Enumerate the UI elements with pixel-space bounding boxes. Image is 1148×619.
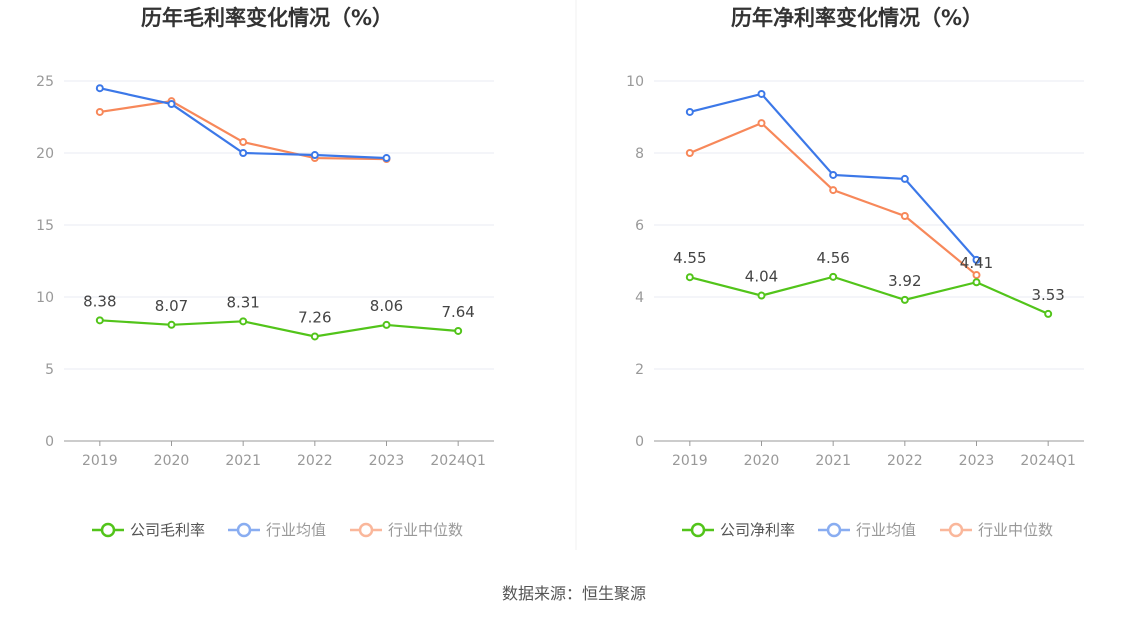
legend-label: 公司净利率: [720, 521, 795, 539]
y-tick-label: 5: [45, 362, 54, 378]
data-point-avg[interactable]: [685, 107, 694, 116]
data-point-avg[interactable]: [757, 89, 766, 98]
data-point-company[interactable]: [1044, 309, 1053, 318]
data-label: 3.92: [888, 272, 921, 290]
data-point-median[interactable]: [239, 138, 248, 147]
x-tick-label: 2019: [82, 453, 118, 469]
legend-item-median[interactable]: 行业中位数: [350, 521, 463, 539]
y-tick-label: 0: [45, 434, 54, 450]
data-point-avg[interactable]: [382, 154, 391, 163]
data-point-median[interactable]: [757, 119, 766, 128]
legend-item-company[interactable]: 公司毛利率: [92, 521, 205, 539]
y-tick-label: 15: [36, 218, 54, 234]
legend-item-avg[interactable]: 行业均值: [818, 521, 916, 539]
legend-marker-icon: [826, 522, 842, 538]
y-tick-label: 10: [626, 74, 644, 90]
y-tick-label: 2: [635, 362, 644, 378]
data-label: 4.55: [673, 249, 706, 267]
x-tick-label: 2020: [744, 453, 780, 469]
x-tick-label: 2023: [959, 453, 995, 469]
y-tick-label: 20: [36, 146, 54, 162]
data-label: 4.56: [816, 249, 849, 267]
legend-marker-icon: [358, 522, 374, 538]
chart-1: 历年毛利率变化情况（%） 0 5 10 15 20 25 2019 2020 2021 2022 20…: [36, 6, 494, 539]
legend-marker-icon: [100, 522, 116, 538]
y-tick-label: 10: [36, 290, 54, 306]
data-point-avg[interactable]: [310, 151, 319, 160]
series-line-company: [689, 275, 1049, 315]
legend-item-company[interactable]: 公司净利率: [682, 521, 795, 539]
x-tick-label: 2022: [887, 453, 923, 469]
data-point-company[interactable]: [900, 295, 909, 304]
data-point-avg[interactable]: [900, 174, 909, 183]
chart-title: 历年毛利率变化情况（%）: [141, 6, 393, 30]
data-label: 4.41: [960, 254, 993, 272]
data-label: 3.53: [1031, 286, 1064, 304]
data-point-median[interactable]: [95, 107, 104, 116]
data-point-avg[interactable]: [167, 100, 176, 109]
legend-label: 行业中位数: [978, 521, 1053, 539]
series-line-avg: [99, 87, 387, 160]
legend-label: 行业均值: [266, 521, 326, 539]
data-point-avg[interactable]: [95, 84, 104, 93]
x-tick-label: 2021: [815, 453, 851, 469]
data-label: 7.26: [298, 308, 331, 326]
legend-marker-icon: [236, 522, 252, 538]
data-point-median[interactable]: [829, 186, 838, 195]
data-point-company[interactable]: [972, 278, 981, 287]
chart-title: 历年净利率变化情况（%）: [731, 6, 983, 30]
data-point-company[interactable]: [454, 326, 463, 335]
legend-label: 行业均值: [856, 521, 916, 539]
legend-item-median[interactable]: 行业中位数: [940, 521, 1053, 539]
x-tick-label: 2022: [297, 453, 333, 469]
legend-marker-icon: [690, 522, 706, 538]
data-label: 4.04: [745, 268, 778, 286]
x-tick-label: 2024Q1: [430, 453, 486, 469]
data-label: 8.38: [83, 292, 116, 310]
x-tick-label: 2020: [154, 453, 190, 469]
data-point-median[interactable]: [685, 149, 694, 157]
data-point-company[interactable]: [239, 317, 248, 326]
x-tick-label: 2019: [672, 453, 708, 469]
data-point-company[interactable]: [167, 320, 176, 329]
legend-item-avg[interactable]: 行业均值: [228, 521, 326, 539]
legend-marker-icon: [948, 522, 964, 538]
y-tick-label: 6: [635, 218, 644, 234]
data-label: 8.06: [370, 297, 403, 315]
y-tick-label: 8: [635, 146, 644, 162]
data-point-avg[interactable]: [829, 170, 838, 179]
y-tick-label: 4: [635, 290, 644, 306]
y-tick-label: 25: [36, 74, 54, 90]
y-tick-label: 0: [635, 434, 644, 450]
x-tick-label: 2021: [225, 453, 261, 469]
data-point-median[interactable]: [900, 212, 909, 220]
x-tick-label: 2023: [369, 453, 405, 469]
data-source: 数据来源：恒生聚源: [501, 584, 646, 603]
data-point-avg[interactable]: [972, 255, 981, 264]
data-point-company[interactable]: [829, 272, 838, 281]
legend-label: 公司毛利率: [130, 521, 205, 539]
data-label: 7.64: [441, 303, 474, 321]
data-point-company[interactable]: [310, 332, 319, 341]
data-point-avg[interactable]: [239, 149, 248, 157]
data-label: 8.07: [155, 297, 188, 315]
series-line-company: [99, 319, 459, 338]
legend-label: 行业中位数: [388, 521, 463, 539]
chart-2: 历年净利率变化情况（%） 0 2 4 6 8 10 2019 2020 2021 2022 2023 2…: [626, 6, 1084, 539]
data-point-company[interactable]: [757, 291, 766, 300]
data-point-company[interactable]: [95, 316, 104, 325]
data-point-median[interactable]: [972, 271, 981, 280]
data-label: 8.31: [226, 293, 259, 311]
data-point-company[interactable]: [685, 273, 694, 282]
x-tick-label: 2024Q1: [1020, 453, 1076, 469]
data-point-company[interactable]: [382, 320, 391, 329]
